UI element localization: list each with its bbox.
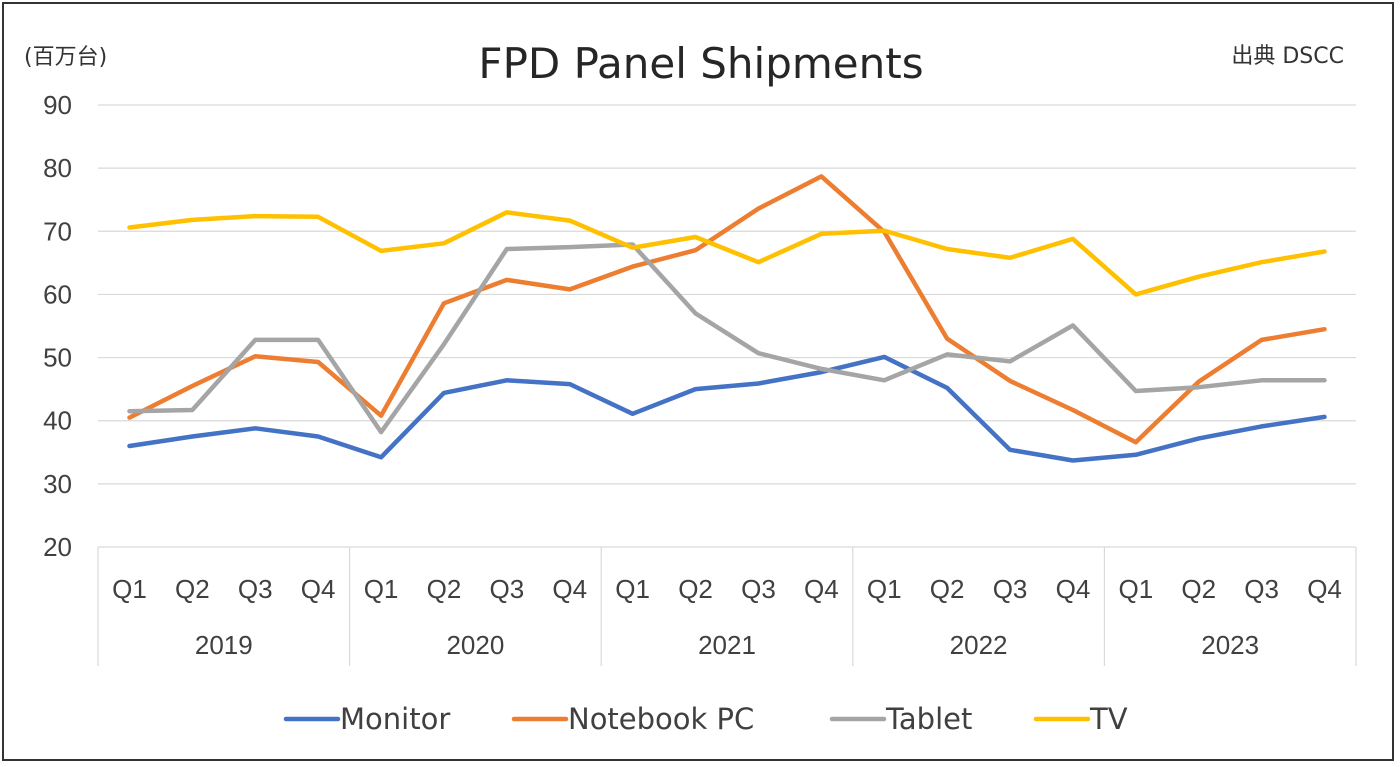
- y-tick-label: 90: [43, 90, 72, 120]
- legend-label: Tablet: [885, 702, 972, 736]
- gridlines: [98, 104, 1356, 548]
- x-tick-label-quarter: Q2: [427, 574, 462, 604]
- legend-label: TV: [1089, 702, 1128, 736]
- x-tick-label-quarter: Q3: [741, 574, 776, 604]
- y-unit-label: (百万台): [24, 45, 107, 70]
- series-line-notebook-pc: [127, 174, 1327, 445]
- y-tick-label: 50: [43, 343, 72, 373]
- y-tick-label: 30: [43, 469, 72, 499]
- series-line-tablet: [127, 242, 1327, 435]
- y-tick-label: 60: [43, 279, 72, 309]
- x-tick-label-quarter: Q1: [867, 574, 902, 604]
- y-tick-label: 80: [43, 153, 72, 183]
- legend-label: Notebook PC: [568, 702, 754, 736]
- x-tick-label-year: 2019: [195, 630, 253, 660]
- x-tick-label-quarter: Q3: [490, 574, 525, 604]
- x-tick-label-year: 2022: [950, 630, 1008, 660]
- source-label: 出典 DSCC: [1231, 44, 1344, 69]
- x-tick-label-quarter: Q1: [1119, 574, 1154, 604]
- x-tick-label-quarter: Q4: [804, 574, 839, 604]
- x-axis: Q1 Q2 Q3 Q4 Q1 Q2 Q3 Q4 Q1 Q2 Q3 Q4 Q1 Q2 Q3 Q4 Q1 Q2 Q3 Q4…: [97, 547, 1357, 666]
- legend-label: Monitor: [340, 702, 450, 736]
- chart-svg: (百万台) FPD Panel Shipments 出典 DSCC 20 30 40…: [24, 39, 1357, 736]
- x-tick-label-quarter: Q3: [1244, 574, 1279, 604]
- x-tick-label-quarter: Q3: [238, 574, 273, 604]
- x-tick-label-year: 2021: [698, 630, 756, 660]
- y-tick-label: 20: [43, 532, 72, 562]
- x-tick-label-quarter: Q4: [1056, 574, 1091, 604]
- x-tick-label-quarter: Q2: [678, 574, 713, 604]
- x-tick-label-quarter: Q2: [1181, 574, 1216, 604]
- x-tick-label-quarter: Q2: [930, 574, 965, 604]
- x-tick-label-quarter: Q4: [552, 574, 587, 604]
- x-tick-label-year: 2020: [446, 630, 504, 660]
- y-tick-label: 40: [43, 406, 72, 436]
- x-tick-label-quarter: Q1: [112, 574, 147, 604]
- x-tick-label-year: 2023: [1201, 630, 1259, 660]
- series-line-monitor: [127, 354, 1327, 463]
- x-tick-label-quarter: Q3: [993, 574, 1028, 604]
- legend: Monitor Notebook PC Tablet TV: [283, 702, 1128, 736]
- x-tick-label-quarter: Q4: [301, 574, 336, 604]
- x-tick-label-quarter: Q1: [364, 574, 399, 604]
- x-tick-label-quarter: Q4: [1307, 574, 1342, 604]
- series-lines: [127, 174, 1327, 463]
- chart-title: FPD Panel Shipments: [478, 39, 923, 88]
- y-tick-label: 70: [43, 216, 72, 246]
- x-tick-label-quarter: Q2: [175, 574, 210, 604]
- x-tick-label-quarter: Q1: [615, 574, 650, 604]
- series-line-tv: [127, 210, 1327, 297]
- y-axis: 20 30 40 50 60 70 80 90: [43, 90, 72, 562]
